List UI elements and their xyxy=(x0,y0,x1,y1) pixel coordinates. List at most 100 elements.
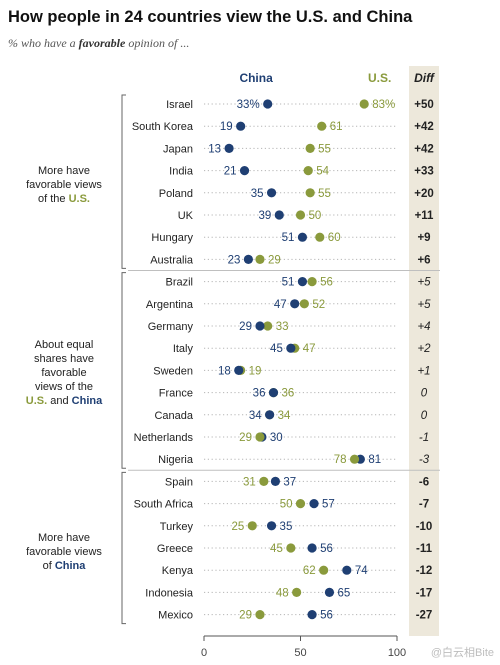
us-dot xyxy=(305,143,315,153)
country-name: Indonesia xyxy=(145,587,194,599)
us-value-label: 60 xyxy=(328,232,341,244)
x-tick-label: 50 xyxy=(294,647,306,659)
country-name: Kenya xyxy=(162,565,194,577)
country-name: India xyxy=(169,166,194,178)
diff-value: -10 xyxy=(416,521,433,533)
us-value-label: 47 xyxy=(303,343,316,355)
country-name: Brazil xyxy=(165,277,193,289)
china-value-label: 35 xyxy=(280,521,293,533)
diff-value: +20 xyxy=(414,188,434,200)
diff-column-background xyxy=(409,66,439,636)
diff-value: -7 xyxy=(419,499,429,511)
group-label-line: favorable views xyxy=(26,179,102,191)
china-dot xyxy=(265,410,275,420)
group-label-line: About equal xyxy=(34,339,94,351)
us-dot xyxy=(349,454,360,464)
china-value-label: 34 xyxy=(249,410,262,422)
diff-value: +5 xyxy=(417,299,431,311)
us-dot xyxy=(259,476,269,486)
subtitle-emphasis: favorable xyxy=(78,36,126,50)
china-value-label: 30 xyxy=(270,432,283,444)
watermark-text: @白云相Bite xyxy=(431,645,494,659)
china-value-label: 29 xyxy=(239,321,252,333)
china-column-header: China xyxy=(239,71,273,85)
us-dot xyxy=(255,432,265,442)
us-dot xyxy=(292,587,302,598)
country-name: Greece xyxy=(157,543,193,555)
china-value-label: 56 xyxy=(320,543,333,555)
country-name: Italy xyxy=(173,343,194,355)
chart-subtitle: % who have a favorable opinion of ... xyxy=(8,36,189,51)
group-label-text: and xyxy=(47,395,72,407)
country-name: Netherlands xyxy=(134,432,194,444)
country-name: Japan xyxy=(163,143,193,155)
country-name: Sweden xyxy=(153,365,193,377)
group-label-line: More have xyxy=(38,165,90,177)
china-dot xyxy=(297,277,308,287)
china-value-label: 19 xyxy=(220,121,233,133)
us-value-label: 33 xyxy=(276,321,289,333)
china-dot xyxy=(243,254,253,264)
us-value-label: 50 xyxy=(309,210,322,222)
china-dot xyxy=(297,232,308,242)
china-value-label: 51 xyxy=(282,277,295,289)
diff-value: -3 xyxy=(419,454,430,466)
chart-title: How people in 24 countries view the U.S.… xyxy=(8,8,413,26)
diff-value: 0 xyxy=(421,388,428,400)
us-dot xyxy=(319,565,329,575)
china-dot xyxy=(270,476,281,486)
country-name: Spain xyxy=(165,476,193,488)
equal-group-bracket xyxy=(121,272,126,469)
us-column-header: U.S. xyxy=(368,71,391,85)
country-name: South Korea xyxy=(132,121,194,133)
diff-value: 0 xyxy=(421,410,428,422)
us-value-label: 29 xyxy=(268,254,281,266)
us-dot xyxy=(317,121,327,131)
us-value-label: 29 xyxy=(239,610,252,622)
diff-value: -17 xyxy=(416,587,433,599)
diff-value: +1 xyxy=(417,365,430,377)
country-name: Canada xyxy=(154,410,193,422)
group-label-line: of the U.S. xyxy=(8,192,120,206)
china-dot xyxy=(255,321,265,331)
group-label-line: of China xyxy=(8,559,120,573)
china-value-label: 13 xyxy=(208,143,221,155)
us-value-label: 56 xyxy=(320,277,333,289)
us-dot xyxy=(295,499,306,509)
us-value-label: 50 xyxy=(280,499,293,511)
group-label-text: of the xyxy=(38,193,69,205)
subtitle-prefix: % who have a xyxy=(8,36,79,50)
diff-value: +42 xyxy=(414,143,434,155)
china-value-label: 18 xyxy=(218,365,231,377)
group-label-text: of xyxy=(42,560,55,572)
diff-value: +6 xyxy=(417,254,430,266)
us-value-label: 52 xyxy=(312,299,325,311)
diff-value: -6 xyxy=(419,476,429,488)
us-value-label: 55 xyxy=(318,143,331,155)
group-label-line: U.S. and China xyxy=(8,394,120,408)
china-dot xyxy=(324,587,335,598)
china-dot xyxy=(236,121,246,131)
china-dot xyxy=(309,499,319,509)
us-value-label: 48 xyxy=(276,587,289,599)
us-value-label: 36 xyxy=(281,388,294,400)
china-value-label: 35 xyxy=(251,188,264,200)
china-dot xyxy=(234,365,244,375)
country-name: Turkey xyxy=(160,521,194,533)
diff-value: +4 xyxy=(417,321,430,333)
us-value-label: 25 xyxy=(231,521,244,533)
diff-value: -27 xyxy=(416,610,433,622)
group-label-line: favorable views xyxy=(26,546,102,558)
country-name: Nigeria xyxy=(158,454,194,466)
us-dot xyxy=(255,254,265,264)
diff-value: +33 xyxy=(414,166,434,178)
china-group-bracket xyxy=(121,471,126,625)
group-label-equal: About equal shares have favorable views … xyxy=(8,338,120,408)
diff-value: -12 xyxy=(416,565,433,577)
diff-value: -11 xyxy=(416,543,433,555)
country-name: Mexico xyxy=(158,610,193,622)
china-value-label: 39 xyxy=(258,210,271,222)
us-dot xyxy=(299,299,309,309)
china-value-label: 33% xyxy=(237,99,260,111)
